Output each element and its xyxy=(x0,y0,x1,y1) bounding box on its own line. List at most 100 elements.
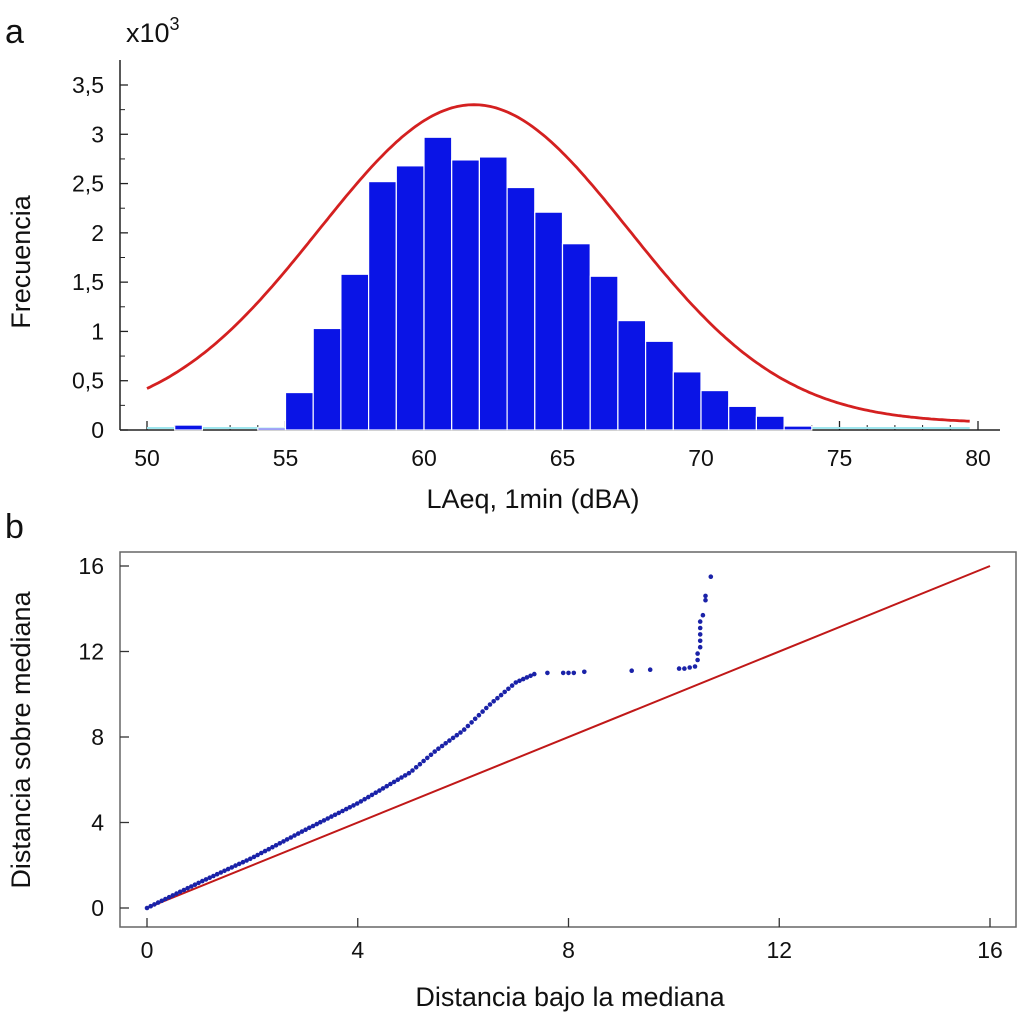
qq-point xyxy=(284,837,290,842)
x-tick-label: 16 xyxy=(977,937,1003,963)
histogram-bar xyxy=(312,327,342,431)
qq-point xyxy=(697,638,703,644)
qq-point xyxy=(222,868,227,874)
y-tick-label: 0 xyxy=(91,417,104,443)
histogram-bar xyxy=(451,159,481,431)
qq-point xyxy=(177,889,183,895)
qq-point xyxy=(465,723,471,729)
histogram-bar xyxy=(617,319,647,431)
y-tick-label: 2 xyxy=(91,220,104,246)
qq-point xyxy=(369,792,375,798)
qq-point xyxy=(248,856,253,862)
qq-point xyxy=(281,839,286,844)
qq-point xyxy=(697,625,703,631)
histogram-bar xyxy=(395,165,425,431)
histogram-bar xyxy=(368,181,397,431)
qq-point xyxy=(229,865,235,870)
qq-point xyxy=(362,796,367,802)
qq-point xyxy=(509,683,515,688)
panel-a-ylabel: Frecuencia xyxy=(6,194,36,329)
x-tick-label: 4 xyxy=(351,937,364,963)
histogram-bar xyxy=(700,389,730,431)
qq-point xyxy=(484,705,489,711)
qq-point xyxy=(163,896,168,902)
qq-point xyxy=(384,783,390,789)
qq-point xyxy=(439,743,445,749)
x-tick-label: 65 xyxy=(550,445,576,471)
qq-point xyxy=(472,716,478,722)
qq-point xyxy=(402,773,408,778)
qq-point xyxy=(307,825,312,831)
panel-b-ylabel: Distancia sobre mediana xyxy=(6,590,36,888)
panel-a-xlabel: LAeq, 1min (dBA) xyxy=(426,484,639,514)
qq-point xyxy=(413,765,419,770)
qq-point xyxy=(480,709,485,714)
qq-point xyxy=(292,833,297,838)
qq-point xyxy=(676,666,682,671)
histogram-bar xyxy=(755,415,785,431)
y-multiplier-exp: 3 xyxy=(170,14,180,34)
panel-a-label: a xyxy=(5,13,24,51)
qq-point xyxy=(708,574,714,579)
qq-point xyxy=(682,666,687,671)
histogram-bar xyxy=(174,424,203,431)
x-tick-label: 55 xyxy=(273,445,299,471)
histogram-bar xyxy=(672,371,702,431)
histogram-bar xyxy=(589,275,619,431)
qq-point xyxy=(329,814,334,819)
histogram-bars xyxy=(174,136,813,431)
qq-point xyxy=(218,870,224,875)
qq-point xyxy=(295,831,301,836)
y-tick-label: 8 xyxy=(91,724,104,750)
qq-point xyxy=(277,841,283,846)
histogram-bar xyxy=(534,211,564,431)
histogram-bar xyxy=(257,427,287,431)
qq-point xyxy=(270,844,275,850)
qq-point xyxy=(703,593,708,599)
qq-point xyxy=(380,786,386,791)
qq-point xyxy=(373,790,379,795)
qq-point xyxy=(695,651,700,656)
qq-point xyxy=(148,903,153,909)
qq-point xyxy=(299,829,305,834)
qq-point xyxy=(251,854,257,860)
qq-point xyxy=(211,873,216,879)
x-tick-label: 75 xyxy=(827,445,853,471)
qq-point xyxy=(447,738,452,743)
qq-point xyxy=(476,712,482,718)
qq-point xyxy=(582,669,587,675)
qq-point xyxy=(310,823,316,829)
qq-point xyxy=(358,799,364,804)
qq-point xyxy=(225,866,231,872)
qq-point xyxy=(513,680,519,685)
qq-point xyxy=(255,852,260,858)
qq-point xyxy=(502,689,508,695)
qq-point xyxy=(332,812,338,818)
qq-point xyxy=(458,730,463,735)
qq-point xyxy=(159,898,165,904)
qq-point xyxy=(571,670,577,676)
qq-point xyxy=(428,752,434,758)
qq-point xyxy=(399,775,404,780)
x-tick-label: 80 xyxy=(965,445,991,471)
qq-point xyxy=(366,794,371,800)
reference-line xyxy=(146,565,991,909)
qq-point xyxy=(314,821,320,827)
qq-point xyxy=(166,894,172,900)
histogram-bar xyxy=(728,405,758,431)
qq-point xyxy=(545,670,550,676)
qq-point xyxy=(487,702,493,707)
x-tick-label: 0 xyxy=(141,937,154,963)
qq-point xyxy=(196,880,201,886)
qq-point xyxy=(273,843,279,848)
qq-point xyxy=(185,885,190,891)
qq-point xyxy=(697,619,703,624)
qq-point xyxy=(687,665,692,670)
y-multiplier: x103 xyxy=(126,14,180,48)
qq-point xyxy=(347,805,353,810)
panel-b-axes: 0 4 8 12 16 0 4 8 12 16 xyxy=(78,553,1002,963)
x-tick-label: 70 xyxy=(688,445,714,471)
qq-point xyxy=(155,900,161,905)
qq-point xyxy=(266,846,272,852)
